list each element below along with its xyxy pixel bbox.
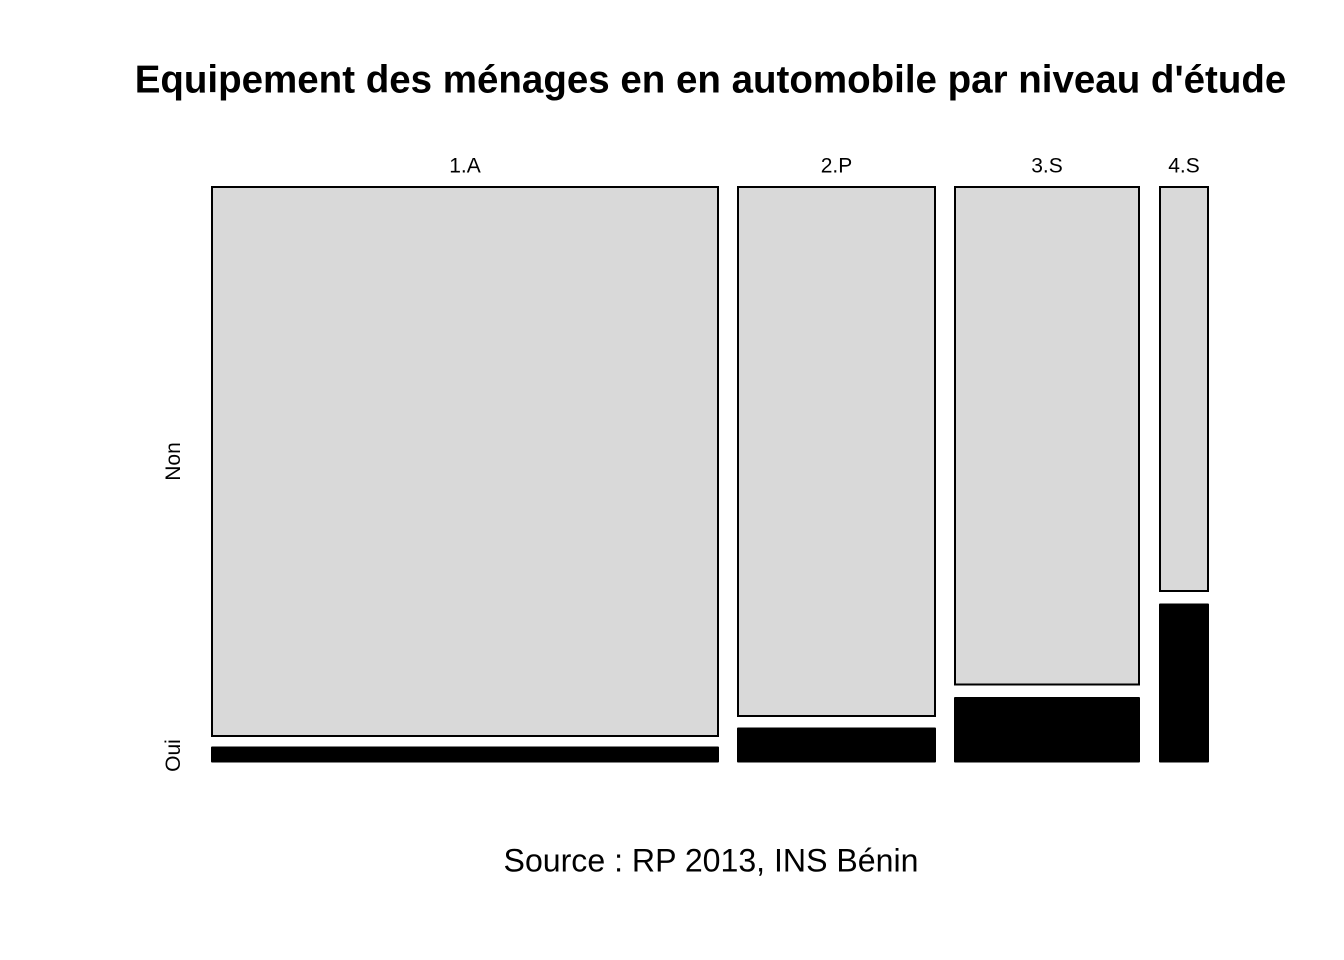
svg-text:4.S: 4.S (1168, 155, 1200, 178)
svg-text:Source : RP 2013, INS Bénin: Source : RP 2013, INS Bénin (504, 843, 919, 879)
svg-text:1.A: 1.A (449, 155, 481, 178)
svg-text:Non: Non (162, 442, 185, 481)
svg-text:Equipement des ménages en en a: Equipement des ménages en en automobile … (135, 59, 1287, 102)
svg-text:Oui: Oui (162, 739, 185, 772)
svg-text:2.P: 2.P (821, 155, 853, 178)
svg-text:3.S: 3.S (1031, 155, 1063, 178)
